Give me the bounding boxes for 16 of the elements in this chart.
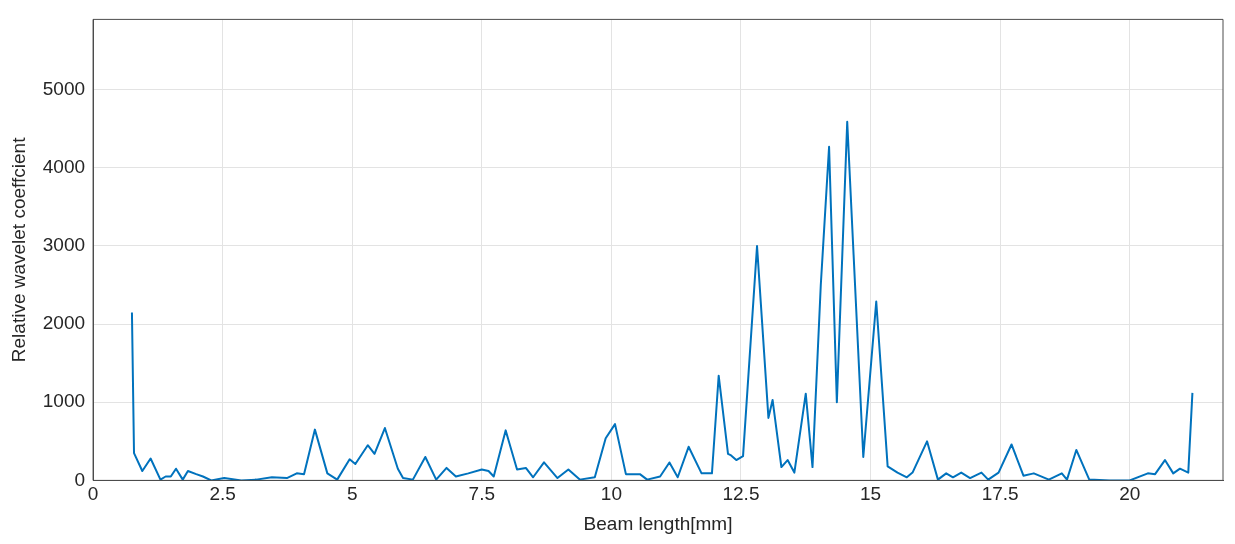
y-tick-label: 4000 (42, 156, 86, 178)
y-axis-title: Relative wavelet coeffcient (7, 136, 29, 363)
x-tick-label: 20 (1119, 483, 1141, 505)
x-tick-label: 15 (859, 483, 882, 505)
y-tick-label: 5000 (42, 77, 86, 99)
x-tick-label: 2.5 (209, 483, 236, 505)
y-tick-label: 1000 (42, 390, 86, 412)
y-tick-label: 0 (74, 468, 86, 490)
x-tick-label: 17.5 (981, 483, 1019, 505)
x-tick-label: 12.5 (722, 483, 760, 505)
x-tick-label: 10 (600, 483, 622, 505)
x-axis-title: Beam length[mm] (583, 512, 733, 534)
x-tick-label: 5 (346, 483, 358, 505)
y-tick-label: 3000 (42, 234, 86, 256)
y-tick-label: 2000 (42, 312, 86, 334)
x-tick-label: 7.5 (468, 483, 496, 505)
